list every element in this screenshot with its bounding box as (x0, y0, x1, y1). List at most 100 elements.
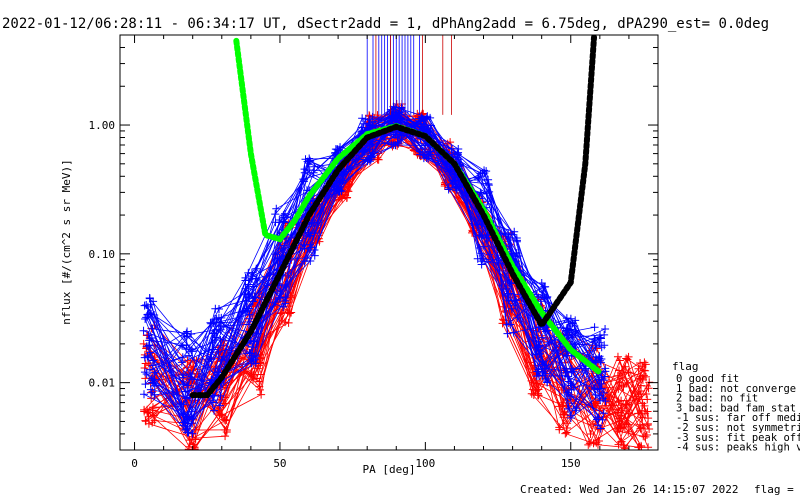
data-point (480, 169, 489, 178)
data-point (276, 289, 285, 298)
data-point (564, 404, 573, 413)
data-point (594, 413, 603, 422)
data-point (145, 365, 154, 374)
data-point (424, 150, 433, 159)
data-point (365, 157, 374, 166)
data-point (142, 313, 151, 322)
data-point (393, 134, 402, 143)
data-trace (149, 127, 639, 449)
data-point (255, 382, 264, 391)
data-point (306, 157, 315, 166)
data-point (256, 385, 265, 394)
data-point (636, 374, 645, 383)
data-point (249, 337, 258, 346)
data-point (210, 315, 219, 324)
data-point (183, 386, 192, 395)
data-point (142, 301, 151, 309)
data-point (503, 329, 512, 338)
data-point (613, 352, 622, 361)
data-point (148, 361, 157, 370)
data-point (140, 368, 149, 377)
data-point (615, 420, 624, 429)
data-point (341, 191, 350, 200)
data-point (593, 385, 602, 394)
data-point (640, 358, 649, 367)
data-point (183, 428, 192, 437)
y-axis: 0.01 0.10 1.00 (89, 34, 658, 451)
data-point (506, 235, 515, 244)
data-point (148, 387, 157, 396)
data-point (596, 331, 605, 340)
data-point (148, 403, 157, 412)
data-point (642, 430, 651, 439)
data-point (182, 329, 191, 338)
data-point (299, 177, 308, 186)
data-point (146, 385, 155, 394)
x-tick-label: 50 (273, 457, 286, 470)
data-point (306, 231, 315, 240)
data-point (145, 336, 154, 345)
data-point (477, 189, 486, 198)
data-point (208, 398, 217, 407)
x-axis-label: PA [deg] (363, 463, 416, 476)
data-point (284, 318, 293, 327)
data-point (566, 314, 575, 323)
legend-entry: -1 sus: far off medi (676, 412, 800, 424)
data-point (244, 268, 253, 277)
data-point (590, 323, 599, 332)
data-point (306, 256, 315, 265)
data-point (241, 273, 250, 282)
data-point (368, 141, 377, 150)
data-point (615, 378, 624, 387)
data-point (512, 296, 521, 305)
data-point (485, 250, 494, 259)
data-point (251, 359, 260, 368)
data-point (178, 353, 187, 362)
data-point (585, 439, 594, 448)
data-point (310, 162, 319, 171)
x-tick-label: 150 (561, 457, 581, 470)
data-point (366, 151, 375, 160)
data-point (624, 427, 633, 436)
data-point (335, 186, 344, 195)
data-trace (147, 116, 606, 435)
data-point (636, 387, 645, 396)
data-point (484, 175, 493, 184)
data-point (145, 293, 154, 302)
x-axis: 0 50 100 150 (131, 35, 630, 470)
y-tick-label: 0.01 (89, 377, 116, 390)
data-point (222, 415, 231, 424)
data-point (140, 301, 149, 310)
data-trace (152, 109, 606, 384)
data-point (188, 429, 197, 438)
data-point (342, 193, 351, 202)
data-point (527, 389, 536, 398)
data-series (366, 35, 420, 115)
data-point (571, 316, 580, 325)
data-point (217, 395, 226, 404)
data-point (599, 388, 608, 397)
data-point (307, 243, 316, 252)
data-point (643, 395, 652, 404)
data-point (423, 112, 432, 121)
data-point (139, 326, 148, 335)
data-point (507, 279, 516, 288)
data-point (394, 109, 403, 118)
data-point (277, 244, 286, 253)
data-point (187, 407, 196, 416)
data-point (597, 343, 606, 352)
data-point (534, 337, 543, 346)
data-point (141, 359, 150, 368)
data-point (333, 145, 342, 154)
data-point (532, 350, 541, 359)
data-point (601, 324, 610, 333)
data-point (183, 356, 192, 365)
data-point (597, 373, 606, 382)
y-tick-label: 0.10 (89, 248, 116, 261)
data-point (141, 314, 150, 323)
plot-frame (119, 34, 659, 451)
data-point (211, 364, 220, 373)
data-point (528, 385, 537, 394)
data-point (221, 432, 230, 441)
data-point (281, 280, 290, 289)
